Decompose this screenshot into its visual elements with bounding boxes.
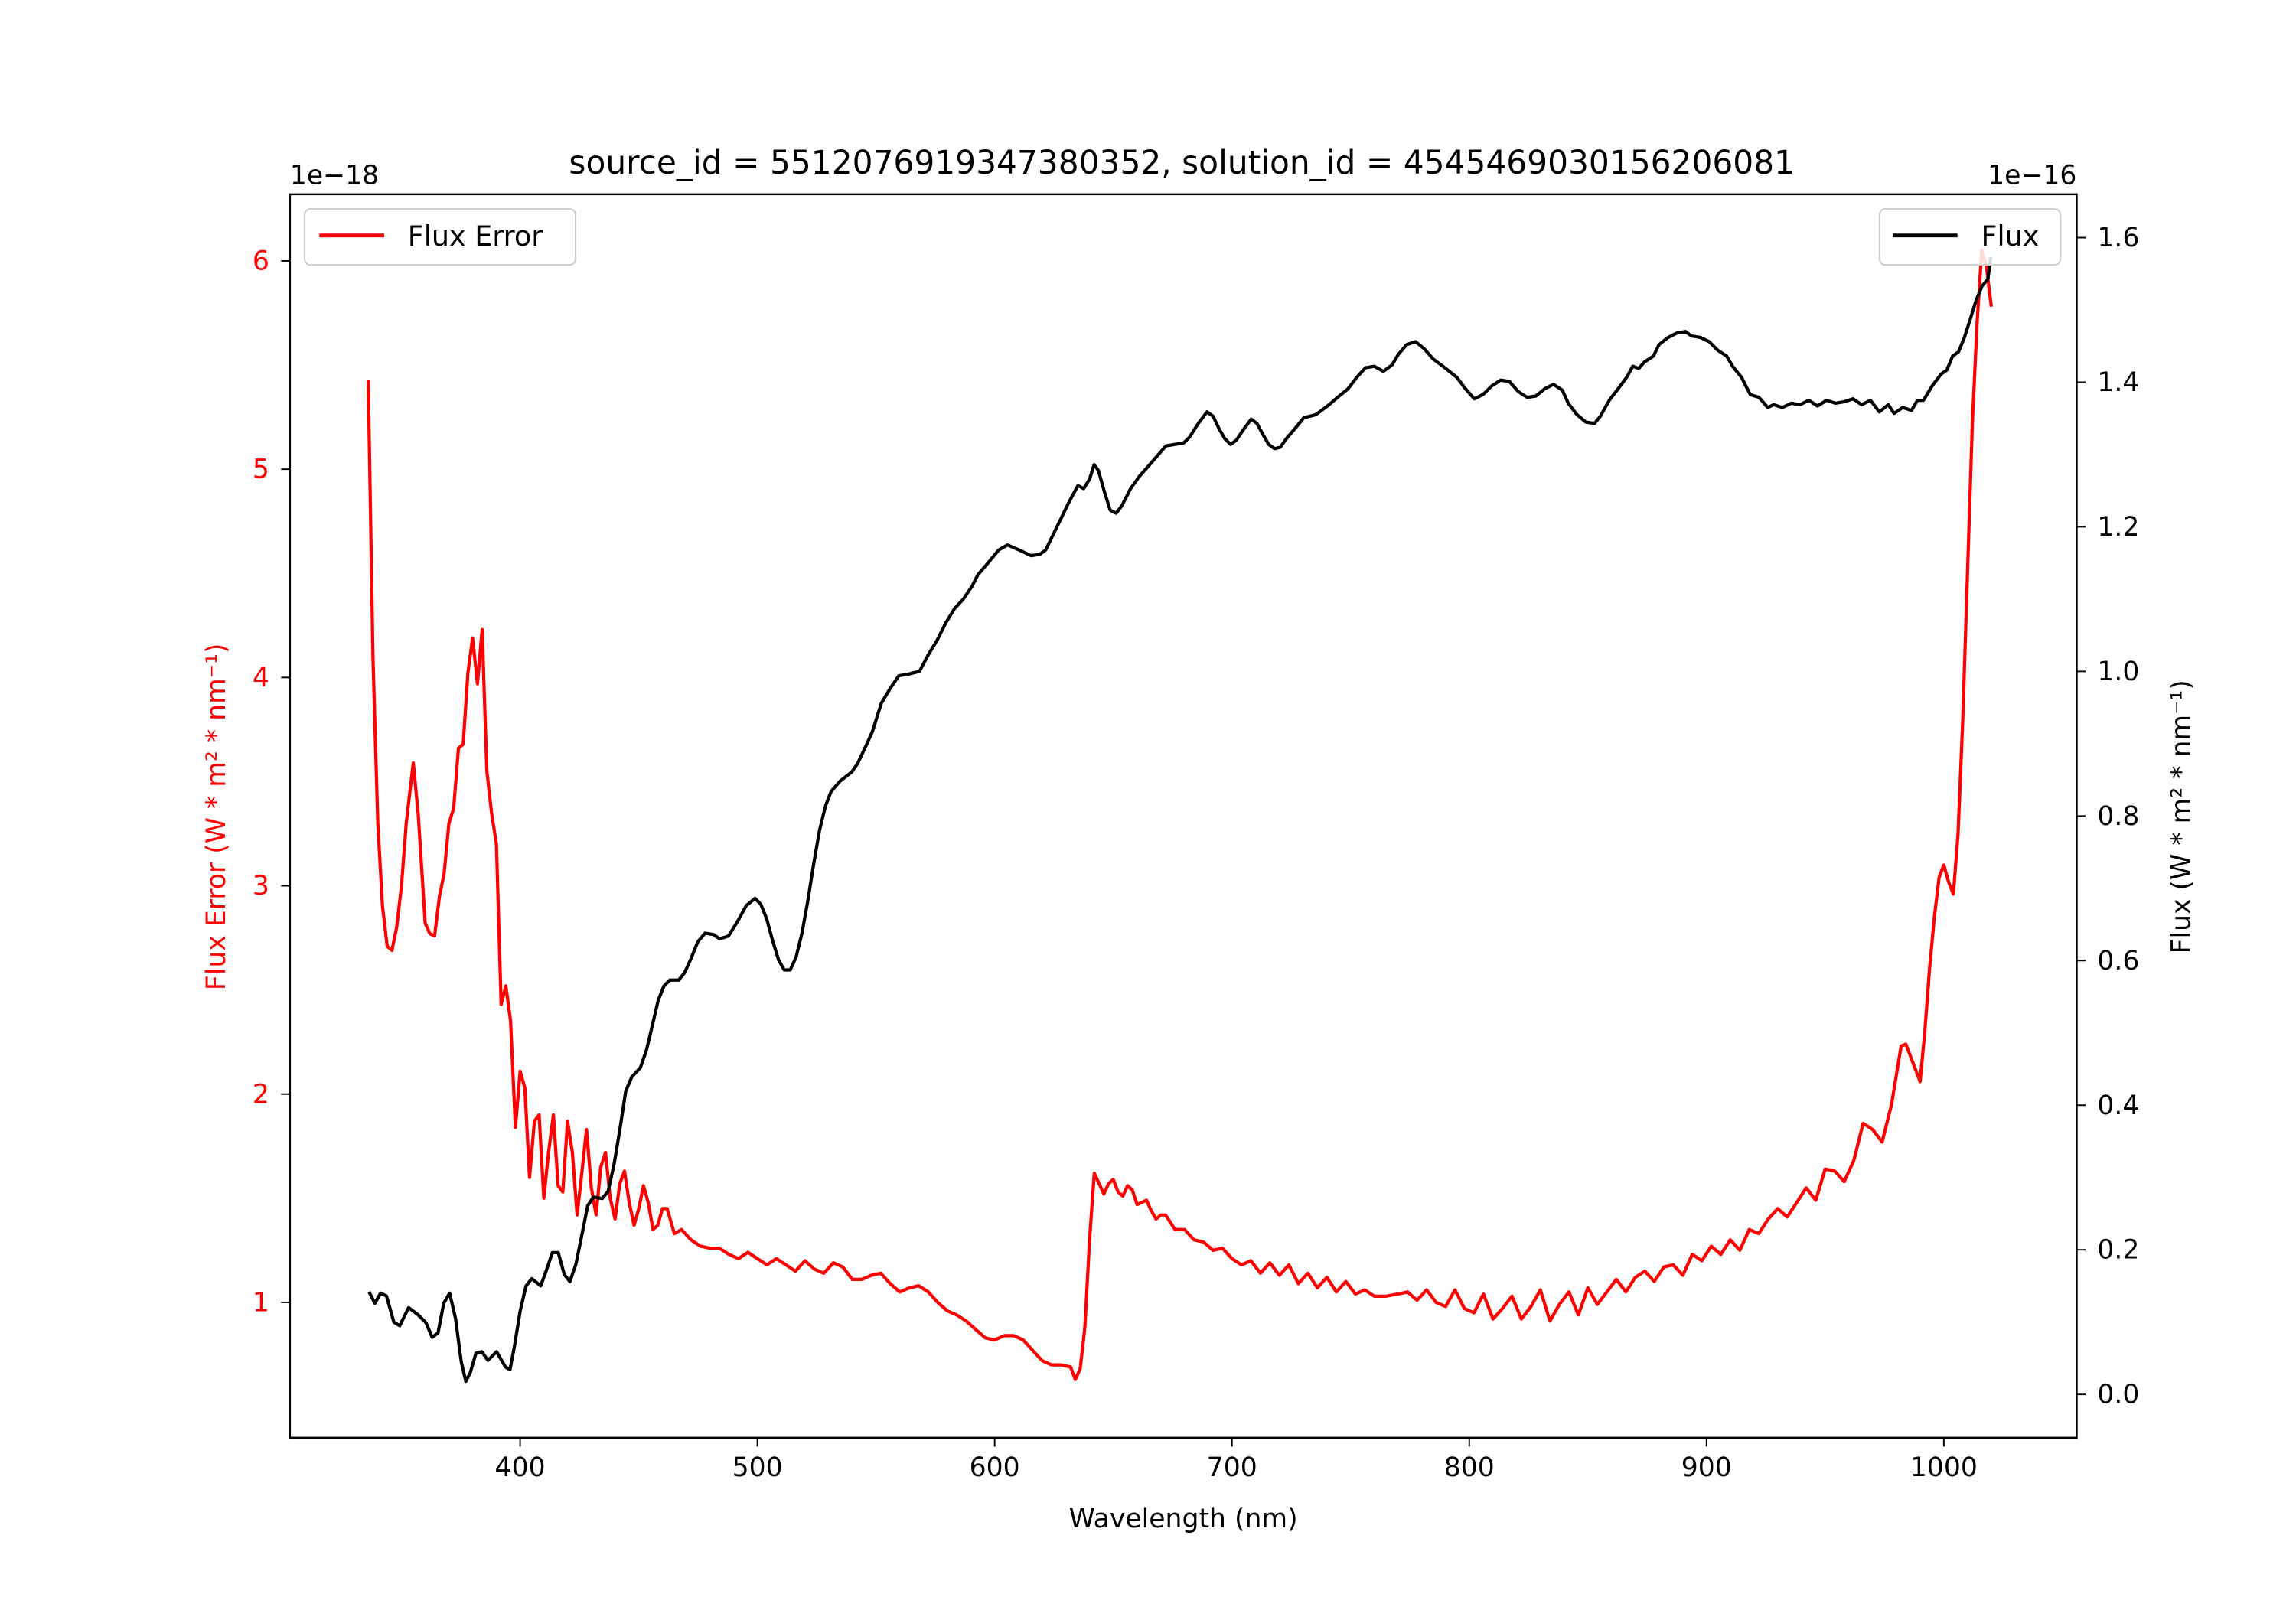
x-tick-label: 900 [1681,1452,1732,1483]
right-y-tick-label: 0.0 [2097,1380,2139,1410]
right-y-tick-label: 0.2 [2097,1235,2139,1266]
x-tick-label: 1000 [1910,1452,1978,1483]
x-tick-label: 400 [495,1452,546,1483]
left-y-tick-label: 5 [253,455,269,485]
right-y-tick-label: 0.6 [2097,946,2139,976]
series-line-flux-error [367,249,1994,1381]
left-y-tick-label: 2 [253,1079,269,1110]
left-y-tick-label: 3 [253,871,269,901]
right-y-tick-label: 0.4 [2097,1090,2139,1121]
right-y-tick-label: 0.8 [2097,801,2139,832]
legend-label-flux: Flux [1981,220,2039,253]
chart-title: source_id = 5512076919347380352, solutio… [569,144,1795,181]
left-y-axis-label: Flux Error (W * m² * nm⁻¹) [201,644,232,991]
legend-flux: Flux [1878,208,2062,266]
x-tick-label: 600 [970,1452,1020,1483]
left-offset-label: 1e−18 [290,160,379,191]
series-layer [367,249,1994,1384]
x-tick-label: 700 [1207,1452,1257,1483]
right-y-tick-label: 1.2 [2097,512,2139,543]
x-tick-label: 500 [732,1452,783,1483]
right-y-tick-label: 1.4 [2097,367,2139,398]
series-line-flux [367,256,1993,1384]
ticks-layer: 400 500 600 700 800 900 1000 1 2 3 4 5 6 0.0 0.2 0.4 0.6… [253,223,2140,1483]
legend-box [1878,208,2062,266]
legend-flux-error: Flux Error [304,208,576,266]
right-y-axis-label: Flux (W * m² * nm⁻¹) [2167,680,2197,953]
left-y-tick-label: 1 [253,1287,269,1318]
legend-label-flux-error: Flux Error [408,220,544,253]
x-tick-label: 800 [1444,1452,1495,1483]
right-y-tick-label: 1.0 [2097,657,2139,687]
right-offset-label: 1e−16 [1988,160,2076,191]
left-y-tick-label: 4 [253,663,269,693]
right-y-tick-label: 1.6 [2097,223,2139,253]
x-axis-label: Wavelength (nm) [1069,1504,1298,1534]
left-y-tick-label: 6 [253,246,269,276]
legend-box [304,208,576,266]
